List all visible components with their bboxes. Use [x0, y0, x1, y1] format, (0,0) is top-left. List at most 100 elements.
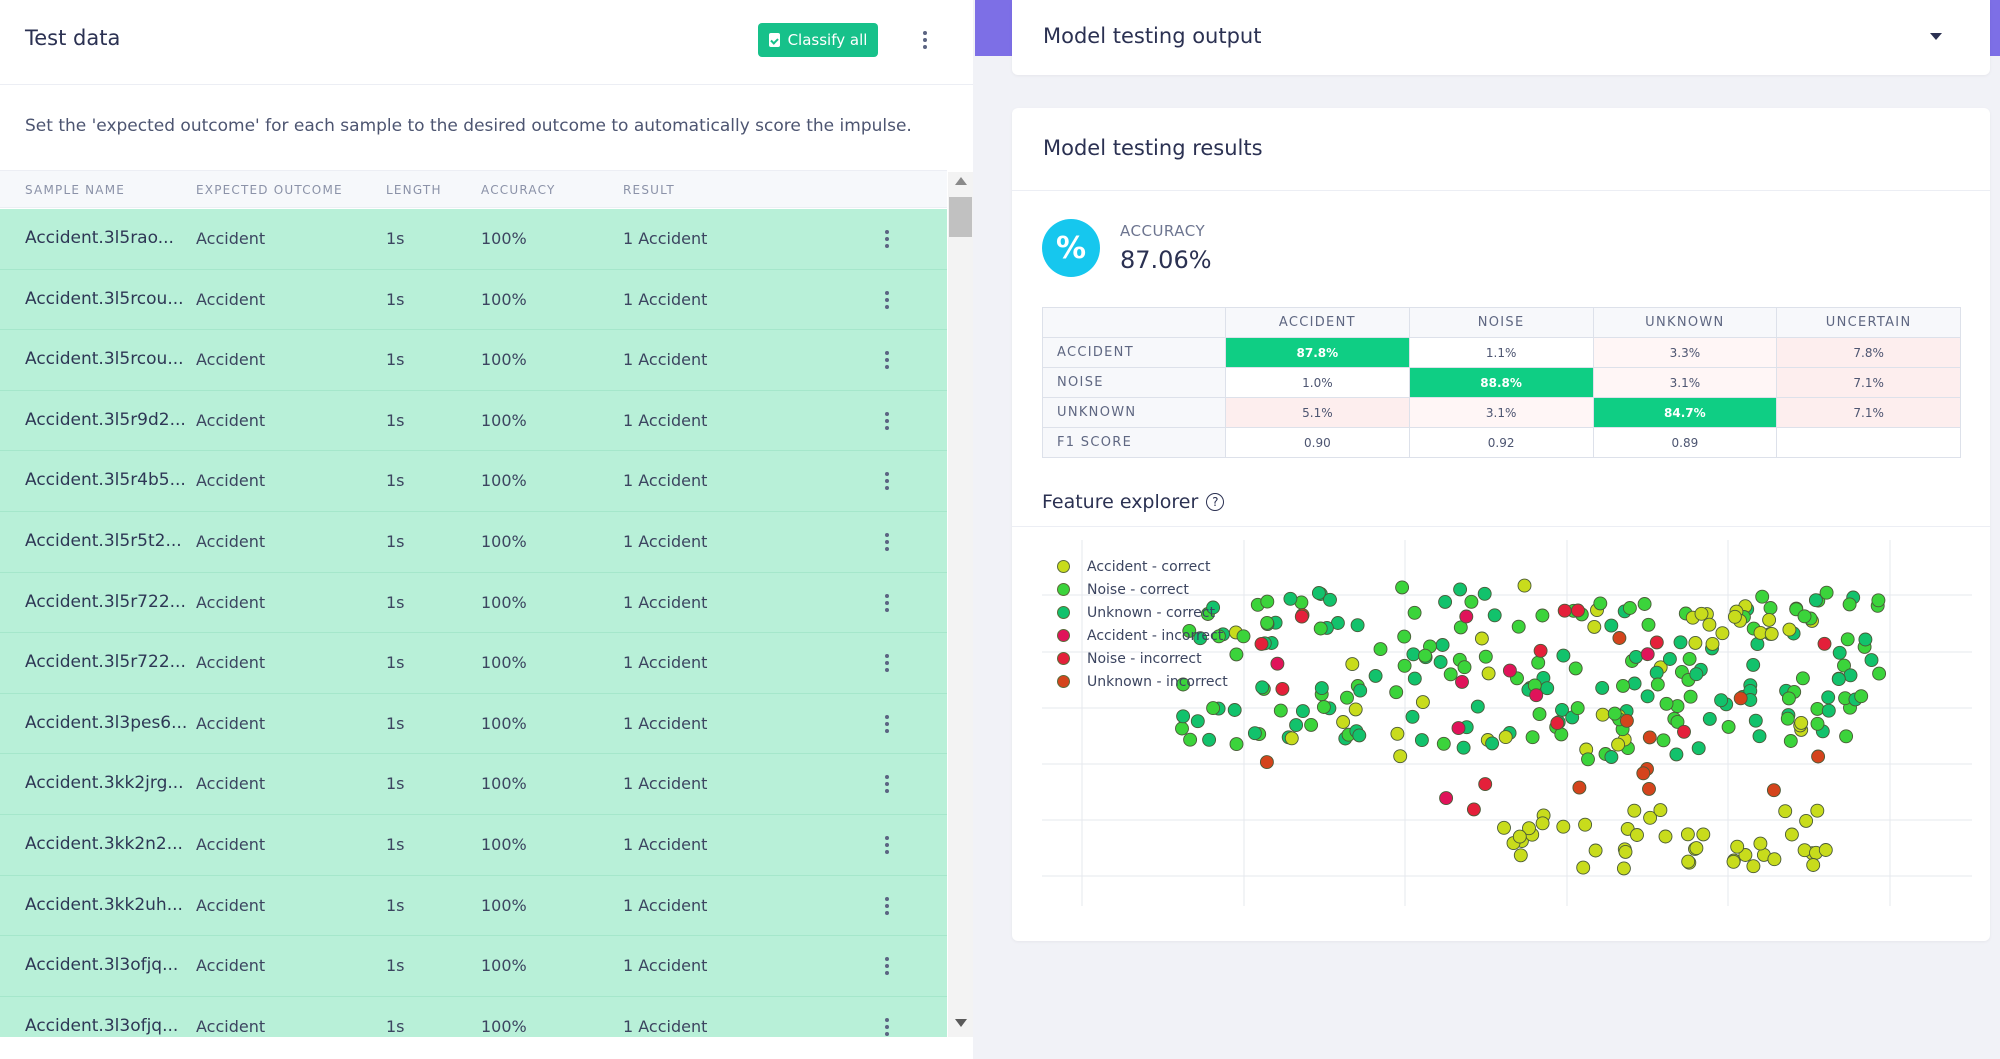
scatter-point[interactable] — [1821, 690, 1836, 705]
scatter-point[interactable] — [1190, 714, 1205, 729]
scatter-point[interactable] — [1368, 668, 1383, 683]
sample-name[interactable]: Accident.3l5rcou... — [25, 349, 184, 370]
scroll-up-arrow-icon[interactable] — [955, 177, 967, 185]
scatter-point[interactable] — [1702, 711, 1717, 726]
scatter-point[interactable] — [1607, 706, 1622, 721]
scatter-point[interactable] — [1642, 781, 1656, 796]
scatter-point[interactable] — [1556, 819, 1571, 834]
legend-item[interactable]: Noise - incorrect — [1057, 647, 1228, 670]
scatter-point[interactable] — [1612, 631, 1627, 645]
scatter-point[interactable] — [1778, 804, 1793, 819]
table-row[interactable]: Accident.3l3ofjq... Accident 1s 100% 1 Accid… — [0, 936, 947, 997]
table-row[interactable]: Accident.3kk2uh... Accident 1s 100% 1 Accide… — [0, 875, 947, 937]
scatter-point[interactable] — [1746, 657, 1761, 672]
scatter-point[interactable] — [1659, 696, 1674, 711]
sample-name[interactable]: Accident.3l5r722... — [25, 591, 186, 612]
kebab-menu-icon[interactable] — [877, 651, 897, 675]
model-testing-output-card[interactable]: Model testing output — [1012, 0, 1990, 75]
scatter-point[interactable] — [1176, 677, 1191, 692]
scatter-point[interactable] — [1270, 656, 1285, 671]
scatter-point[interactable] — [1622, 601, 1637, 615]
scatter-point[interactable] — [1670, 714, 1685, 729]
scatter-point[interactable] — [1702, 617, 1717, 632]
scatter-point[interactable] — [1513, 848, 1528, 863]
scatter-point[interactable] — [1485, 736, 1500, 751]
sample-name[interactable]: Accident.3l3pes6... — [25, 712, 188, 733]
expected-outcome[interactable]: Accident — [196, 653, 266, 673]
expected-outcome[interactable]: Accident — [196, 895, 266, 915]
scatter-point[interactable] — [1229, 647, 1244, 662]
scatter-point[interactable] — [1531, 655, 1546, 670]
scatter-point[interactable] — [1284, 731, 1299, 746]
scatter-point[interactable] — [1259, 755, 1274, 770]
sample-name[interactable]: Accident.3l3ofjq... — [25, 955, 179, 976]
kebab-menu-icon[interactable] — [877, 833, 897, 857]
scatter-point[interactable] — [1766, 783, 1781, 798]
scatter-point[interactable] — [1206, 600, 1221, 615]
scatter-point[interactable] — [1595, 680, 1610, 695]
scatter-point[interactable] — [1260, 594, 1275, 609]
scatter-point[interactable] — [1550, 716, 1565, 731]
scatter-point[interactable] — [1637, 597, 1652, 611]
scatter-point[interactable] — [1781, 691, 1796, 706]
column-header-expected-outcome[interactable]: EXPECTED OUTCOME — [196, 183, 343, 197]
classify-all-button[interactable]: Classify all — [758, 23, 878, 57]
scatter-point[interactable] — [1206, 701, 1221, 716]
scatter-point[interactable] — [1578, 817, 1593, 832]
scatter-point[interactable] — [1453, 620, 1468, 635]
scatter-point[interactable] — [1481, 666, 1496, 681]
scatter-point[interactable] — [1818, 843, 1833, 857]
scatter-point[interactable] — [1780, 711, 1795, 726]
scatter-point[interactable] — [1407, 605, 1422, 620]
scatter-point[interactable] — [1808, 593, 1823, 608]
expected-outcome[interactable]: Accident — [196, 229, 266, 248]
scatter-point[interactable] — [1733, 691, 1748, 706]
expected-outcome[interactable]: Accident — [196, 289, 266, 309]
scatter-point[interactable] — [1175, 721, 1189, 736]
scatter-point[interactable] — [1497, 820, 1511, 835]
sample-name[interactable]: Accident.3kk2jrg... — [25, 773, 184, 794]
scatter-point[interactable] — [1819, 585, 1834, 600]
scatter-point[interactable] — [1854, 689, 1869, 704]
scatter-point[interactable] — [1797, 609, 1812, 624]
scatter-point[interactable] — [1535, 608, 1550, 623]
scatter-point[interactable] — [1373, 642, 1388, 657]
scatter-point[interactable] — [1532, 707, 1547, 722]
scatter-point[interactable] — [1795, 671, 1810, 686]
scatter-point[interactable] — [1689, 667, 1704, 682]
scatter-point[interactable] — [1568, 661, 1583, 676]
scatter-point[interactable] — [1455, 674, 1469, 689]
scatter-point[interactable] — [1345, 657, 1360, 672]
expected-outcome[interactable]: Accident — [196, 713, 266, 733]
scatter-point[interactable] — [1627, 676, 1642, 691]
scatter-point[interactable] — [1477, 586, 1492, 601]
scatter-point[interactable] — [1474, 631, 1489, 646]
scatter-point[interactable] — [1721, 719, 1736, 734]
scatter-point[interactable] — [1313, 621, 1328, 636]
kebab-menu-icon[interactable] — [877, 712, 897, 736]
scatter-point[interactable] — [1571, 603, 1585, 618]
scatter-point[interactable] — [1726, 854, 1741, 869]
scatter-point[interactable] — [1810, 716, 1825, 731]
scatter-point[interactable] — [1641, 617, 1656, 632]
scatter-point[interactable] — [1260, 615, 1275, 630]
scatter-point[interactable] — [1511, 619, 1526, 634]
column-header-sample-name[interactable]: SAMPLE NAME — [25, 183, 126, 197]
scatter-point[interactable] — [1762, 612, 1777, 627]
scatter-point[interactable] — [1839, 729, 1854, 744]
scatter-point[interactable] — [1443, 667, 1458, 682]
expected-outcome[interactable]: Accident — [196, 834, 266, 854]
scatter-point[interactable] — [1533, 643, 1548, 658]
table-row[interactable]: Accident.3l3pes6... Accident 1s 100% 1 Accid… — [0, 693, 947, 755]
scatter-point[interactable] — [1817, 636, 1832, 651]
scatter-point[interactable] — [1211, 629, 1226, 644]
scatter-point[interactable] — [1616, 678, 1630, 693]
kebab-menu-icon[interactable] — [877, 409, 897, 433]
scatter-point[interactable] — [1656, 733, 1671, 748]
scatter-point[interactable] — [1415, 695, 1430, 710]
expected-outcome[interactable]: Accident — [196, 471, 266, 491]
scatter-point[interactable] — [1438, 594, 1453, 609]
scatter-point[interactable] — [1681, 854, 1696, 869]
scatter-point[interactable] — [1247, 726, 1262, 741]
kebab-menu-icon[interactable] — [877, 1015, 897, 1037]
